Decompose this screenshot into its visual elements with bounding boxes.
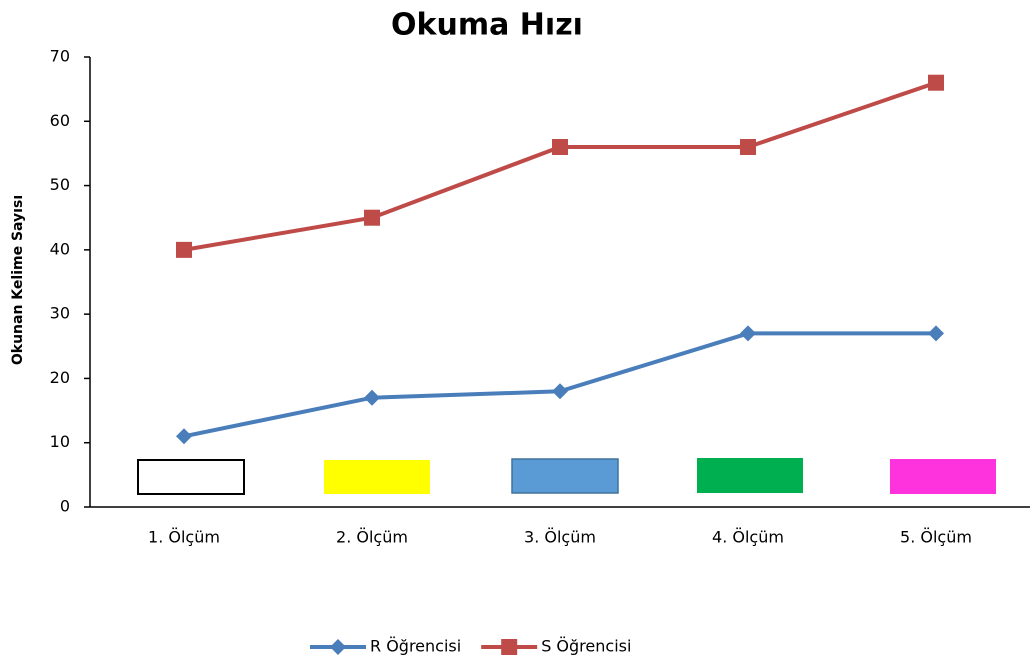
x-tick-label: 1. Ölçüm: [148, 528, 220, 547]
y-tick-label: 30: [50, 304, 70, 323]
marker: [501, 639, 518, 655]
marker: [364, 209, 380, 226]
y-tick-label: 60: [50, 111, 70, 130]
y-tick-label: 20: [50, 368, 70, 387]
box: [137, 459, 245, 495]
marker: [928, 74, 944, 91]
y-tick-label: 50: [50, 175, 70, 194]
x-tick-label: 3. Ölçüm: [524, 528, 596, 547]
box: [697, 458, 803, 493]
box: [324, 460, 430, 494]
y-tick-label: 0: [60, 497, 70, 516]
x-tick-label: 2. Ölçüm: [336, 528, 408, 547]
marker: [364, 389, 380, 406]
series-line: [183, 80, 937, 252]
y-tick-label: 40: [50, 239, 70, 258]
legend-label: R Öğrencisi: [370, 637, 461, 656]
legend-label: S Öğrencisi: [541, 637, 631, 656]
chart-title: Okuma Hızı: [391, 8, 583, 43]
x-tick-label: 5. Ölçüm: [900, 528, 972, 547]
marker: [740, 139, 756, 155]
y-tick-label: 70: [50, 47, 70, 66]
marker: [928, 325, 944, 342]
marker: [330, 639, 346, 655]
marker: [176, 241, 192, 258]
marker: [552, 383, 568, 400]
marker: [552, 139, 568, 155]
box: [890, 459, 996, 494]
y-axis-title: Okunan Kelime Sayısı: [10, 195, 26, 365]
marker: [176, 428, 192, 445]
color-boxes: [137, 458, 996, 495]
marker: [740, 325, 756, 342]
y-tick-label: 10: [50, 432, 70, 451]
box: [511, 458, 619, 494]
x-tick-label: 4. Ölçüm: [712, 528, 784, 547]
